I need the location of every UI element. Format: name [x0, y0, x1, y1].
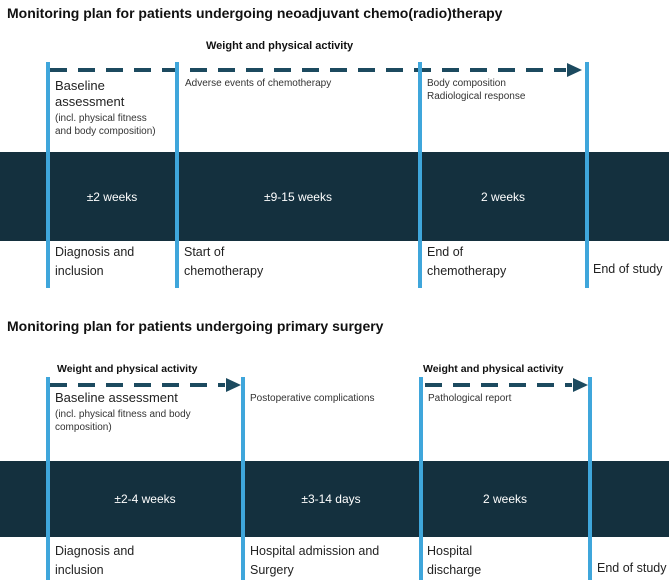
plan2-segment2-note: Postoperative complications: [250, 393, 375, 404]
plan1-milestone-diagnosis: Diagnosis and inclusion: [55, 245, 135, 278]
plan1-milestone-end-chemo: End of chemotherapy: [427, 245, 507, 278]
plan1-duration-3: 2 weeks: [480, 189, 526, 204]
plan2-milestone-admission: Hospital admission and Surgery: [250, 544, 380, 577]
plan1-line-start-chemo: [175, 62, 179, 288]
plan2-activity-label-1: Weight and physical activity: [57, 363, 198, 375]
plan1-baseline-title: Baseline assessment: [55, 78, 125, 109]
plan2-line-discharge: [419, 377, 423, 580]
plan1-dashed-arrow: [50, 68, 566, 72]
plan1-baseline-detail: (incl. physical fitness and body composi…: [55, 113, 156, 137]
plan2-dashed-arrow-1: [50, 383, 225, 387]
plan2-duration-3: 2 weeks: [482, 492, 528, 506]
plan2-line-diagnosis: [46, 377, 50, 580]
plan1-segment3-note: Body composition Radiological response: [427, 77, 587, 103]
plan2-arrowhead-1-icon: [226, 378, 241, 392]
plan2-milestone-discharge: Hospital discharge: [427, 544, 482, 577]
plan2-line-admission: [241, 377, 245, 580]
plan1-milestone-start-chemo: Start of chemotherapy: [184, 245, 264, 278]
plan2-baseline-title: Baseline assessment: [55, 390, 178, 405]
plan2-duration-bar: ±2-4 weeks ±3-14 days 2 weeks: [0, 461, 669, 537]
plan1-duration-2: ±9-15 weeks: [264, 189, 332, 204]
plan1-line-end-study: [585, 62, 589, 288]
plan1-activity-label: Weight and physical activity: [206, 40, 354, 52]
plan1-segment2-note: Adverse events of chemotherapy: [185, 78, 332, 89]
plan2-milestone-end-study: End of study: [597, 561, 667, 575]
plan1-line-diagnosis: [46, 62, 50, 288]
plan2-segment3-note: Pathological report: [428, 393, 512, 404]
plan1-line-end-chemo: [418, 62, 422, 288]
plan2-title: Monitoring plan for patients undergoing …: [7, 318, 384, 334]
plan2-milestone-diagnosis: Diagnosis and inclusion: [55, 544, 135, 577]
plan2-line-end-study: [588, 377, 592, 580]
plan1-segment3-note-line1: Body composition: [427, 78, 506, 89]
plan1-duration-1: ±2 weeks: [86, 189, 138, 204]
plan2-baseline-detail: (incl. physical fitness and body composi…: [55, 409, 191, 433]
plan2-dashed-arrow-2: [425, 383, 572, 387]
plan2-duration-2: ±3-14 days: [301, 492, 361, 506]
plan1-title: Monitoring plan for patients undergoing …: [7, 5, 503, 21]
plan1-milestone-end-study: End of study: [593, 262, 663, 276]
plan1-segment3-note-line2: Radiological response: [427, 91, 526, 102]
plan1-arrowhead-icon: [567, 63, 582, 77]
plan2-arrowhead-2-icon: [573, 378, 588, 392]
plan2-duration-1: ±2-4 weeks: [114, 492, 176, 506]
plan1-duration-bar: ±2 weeks ±9-15 weeks 2 weeks: [0, 152, 669, 241]
plan2-activity-label-2: Weight and physical activity: [423, 363, 564, 375]
